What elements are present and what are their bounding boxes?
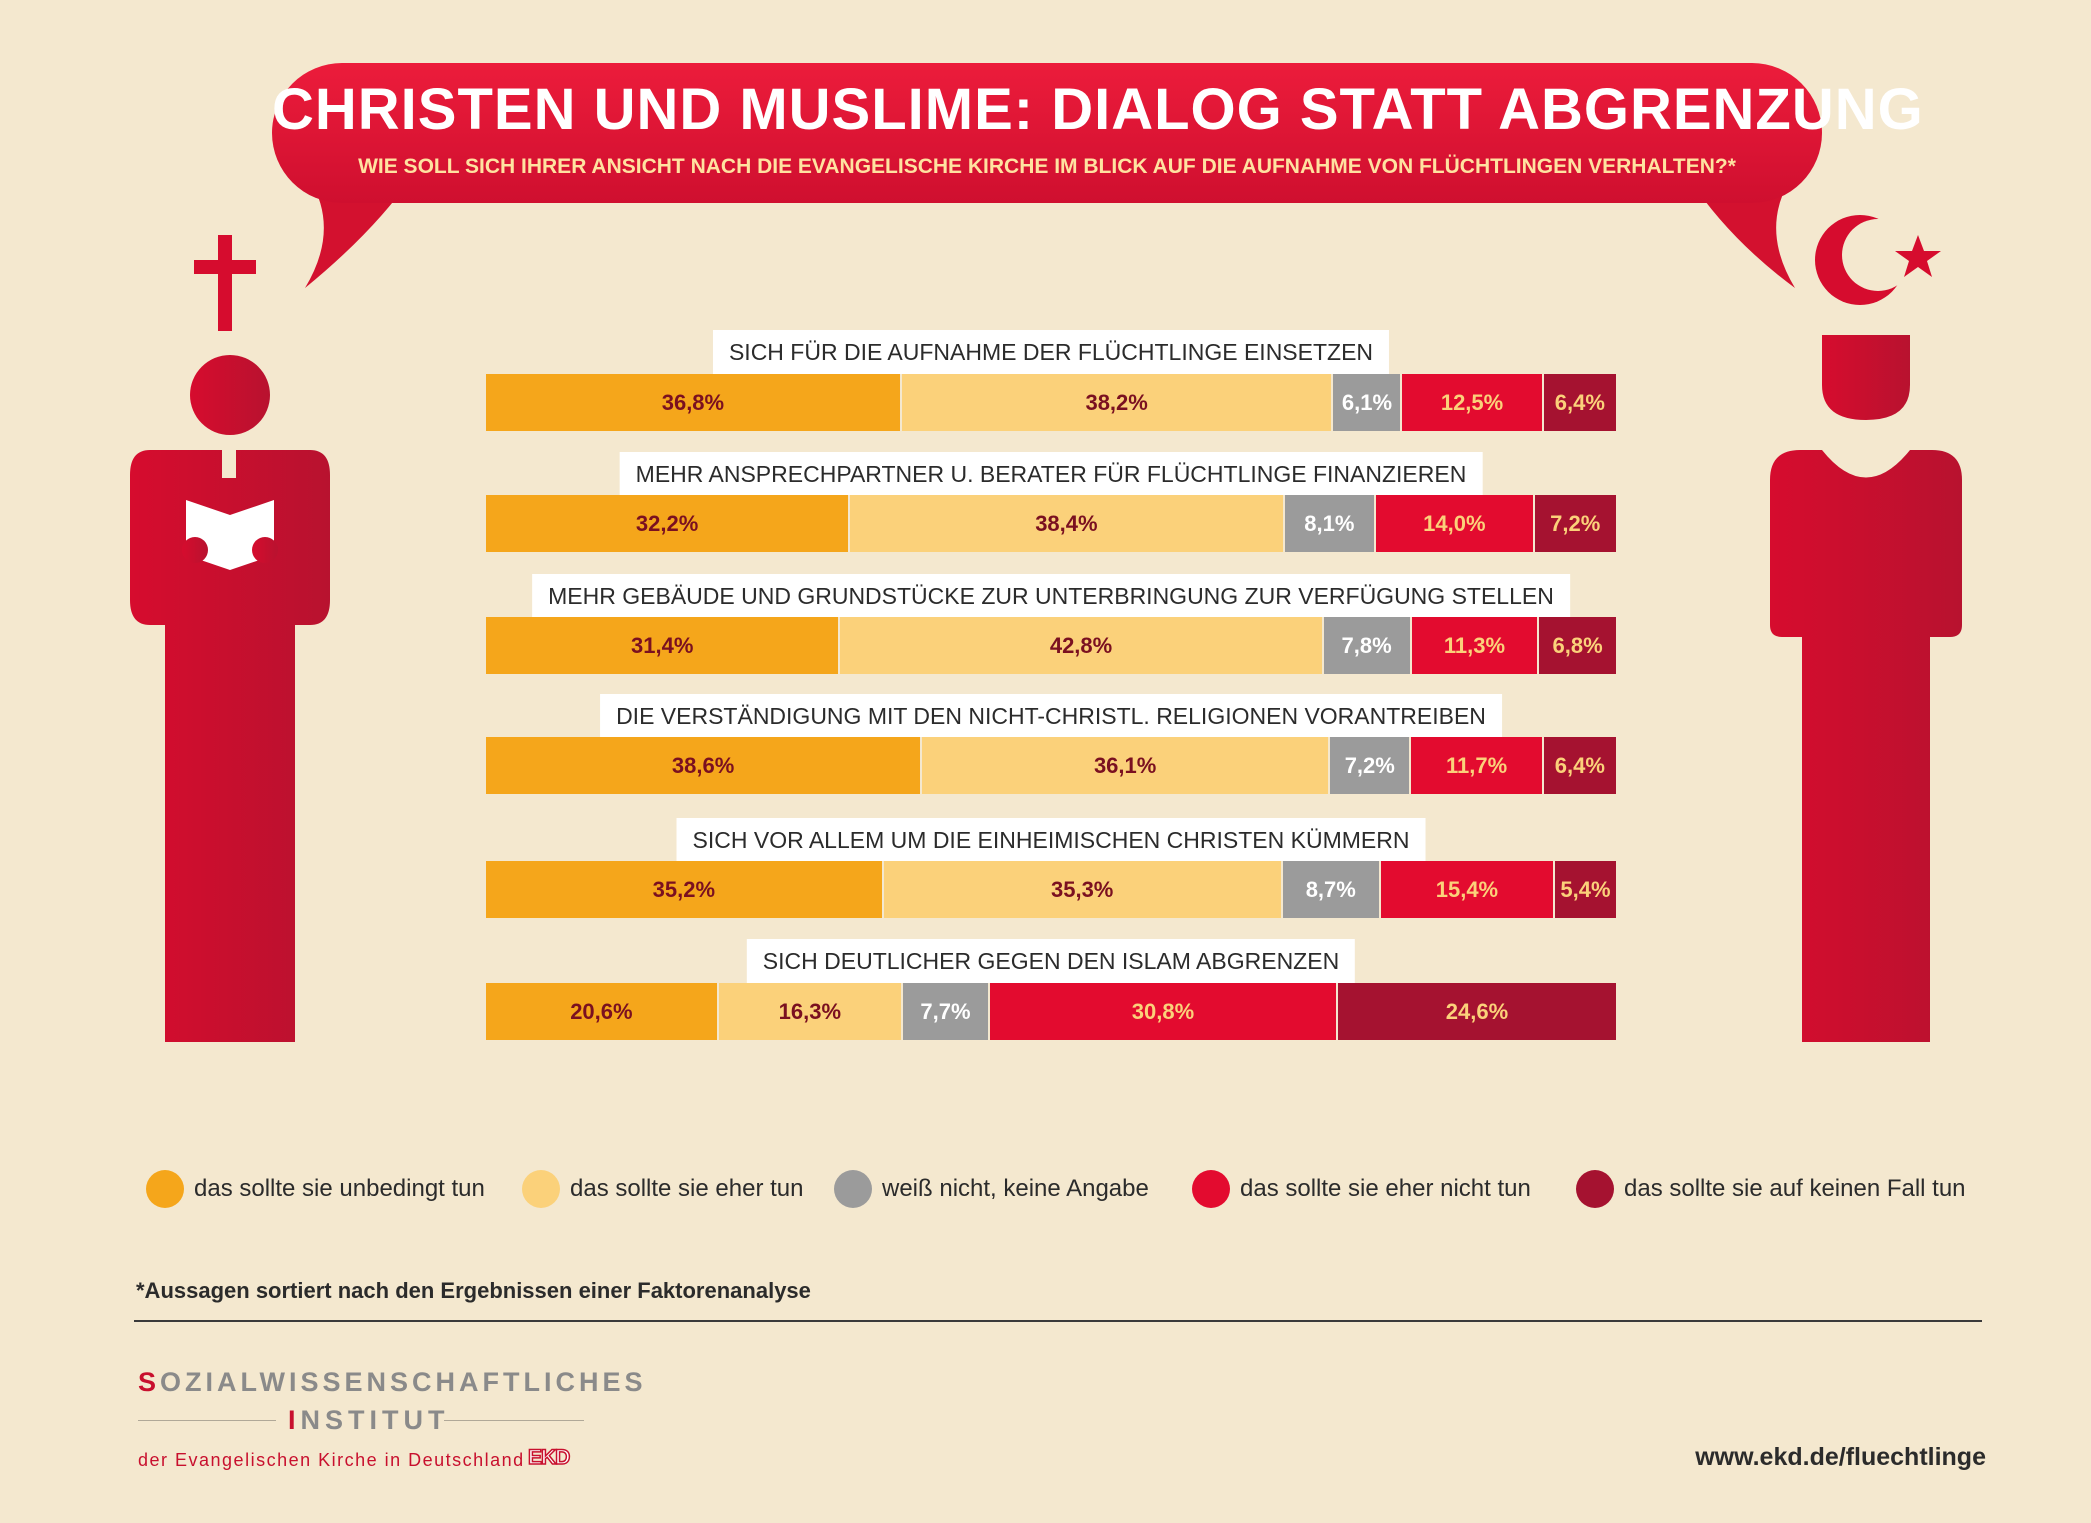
muslim-figure-with-crescent-icon [1770,215,1962,1042]
bar-segment: 36,1% [922,737,1331,794]
legend-item: das sollte sie auf keinen Fall tun [1576,1170,1966,1208]
stacked-bar: 36,8% 38,2% 6,1% 12,5% 6,4% [486,374,1616,431]
bar-segment: 38,4% [850,495,1285,552]
statement-label: SICH FÜR DIE AUFNAHME DER FLÜCHTLINGE EI… [712,330,1390,374]
bar-segment: 6,4% [1543,737,1616,794]
bar-segment: 14,0% [1376,495,1535,552]
stacked-bar: 32,2% 38,4% 8,1% 14,0% 7,2% [486,495,1616,552]
christian-figure-with-cross-icon [130,235,330,1042]
legend-swatch [522,1170,560,1208]
website-url[interactable]: www.ekd.de/fluechtlinge [1695,1443,1986,1471]
footnote: *Aussagen sortiert nach den Ergebnissen … [136,1278,811,1303]
page-subtitle: WIE SOLL SICH IHRER ANSICHT NACH DIE EVA… [358,155,1736,178]
bar-segment: 32,2% [486,495,851,552]
bar-segment: 38,6% [486,737,923,794]
ekd-logo: EKD [527,1445,571,1470]
legend-label: das sollte sie eher nicht tun [1240,1175,1531,1202]
bar-segment: 8,1% [1284,495,1377,552]
bar-segment: 36,8% [486,374,902,431]
institute-name-rest: OZIALWISSENSCHAFTLICHES [160,1367,647,1397]
bar-segment: 7,2% [1330,737,1412,794]
legend-item: das sollte sie unbedingt tun [146,1170,485,1208]
institute-word: INSTITUT [288,1405,450,1436]
statement-label: MEHR ANSPRECHPARTNER U. BERATER FÜR FLÜC… [619,452,1483,496]
bar-segment: 12,5% [1402,374,1544,431]
bar-segment: 7,2% [1534,495,1616,552]
stacked-bar: 35,2% 35,3% 8,7% 15,4% 5,4% [486,861,1616,918]
bubble-tail-right [1690,180,1795,288]
statement-label: MEHR GEBÄUDE UND GRUNDSTÜCKE ZUR UNTERBR… [532,574,1570,618]
legend-item: das sollte sie eher tun [522,1170,803,1208]
institute-word-rest: NSTITUT [300,1405,450,1435]
legend-swatch [1192,1170,1230,1208]
institute-subline: der Evangelischen Kirche in Deutschland [138,1450,525,1470]
bar-segment: 31,4% [486,617,841,674]
header-bubble [272,63,1822,203]
bar-segment: 15,4% [1380,861,1555,918]
bar-segment: 35,2% [486,861,884,918]
bar-segment: 8,7% [1282,861,1381,918]
institute-name-line2: INSTITUT [138,1405,584,1435]
page-title: CHRISTEN UND MUSLIME: DIALOG STATT ABGRE… [272,77,1924,142]
bar-segment: 42,8% [840,617,1324,674]
legend-label: das sollte sie auf keinen Fall tun [1624,1175,1966,1202]
bar-segment: 38,2% [901,374,1334,431]
legend-swatch [146,1170,184,1208]
bubble-tail-left [305,180,410,288]
bar-segment: 16,3% [718,983,903,1040]
bar-segment: 11,3% [1411,617,1540,674]
bar-segment: 24,6% [1337,983,1616,1040]
institute-rule-left [138,1420,276,1421]
bar-segment: 6,1% [1333,374,1403,431]
legend-label: das sollte sie unbedingt tun [194,1175,485,1202]
bar-segment: 7,7% [902,983,990,1040]
stacked-bar: 38,6% 36,1% 7,2% 11,7% 6,4% [486,737,1616,794]
statement-label: SICH VOR ALLEM UM DIE EINHEIMISCHEN CHRI… [676,818,1426,862]
bar-segment: 6,4% [1543,374,1616,431]
bar-segment: 5,4% [1554,861,1616,918]
stacked-bar: 31,4% 42,8% 7,8% 11,3% 6,8% [486,617,1616,674]
bar-segment: 30,8% [989,983,1338,1040]
legend-swatch [834,1170,872,1208]
statement-label: SICH DEUTLICHER GEGEN DEN ISLAM ABGRENZE… [746,939,1356,983]
legend-item: das sollte sie eher nicht tun [1192,1170,1531,1208]
institute-name-line1: SOZIALWISSENSCHAFTLICHES [138,1367,647,1398]
bar-segment: 7,8% [1323,617,1412,674]
divider [134,1320,1982,1322]
legend-item: weiß nicht, keine Angabe [834,1170,1149,1208]
institute-initial-i: I [288,1405,301,1435]
bar-segment: 11,7% [1411,737,1544,794]
bar-segment: 35,3% [883,861,1283,918]
legend-swatch [1576,1170,1614,1208]
stacked-bar: 20,6% 16,3% 7,7% 30,8% 24,6% [486,983,1616,1040]
institute-rule-right [444,1420,584,1421]
legend-label: das sollte sie eher tun [570,1175,804,1202]
institute-initial-s: S [138,1367,161,1397]
bar-segment: 20,6% [486,983,719,1040]
statement-label: DIE VERSTÄNDIGUNG MIT DEN NICHT-CHRISTL.… [600,694,1502,738]
legend-label: weiß nicht, keine Angabe [882,1175,1149,1202]
bar-segment: 6,8% [1539,617,1616,674]
